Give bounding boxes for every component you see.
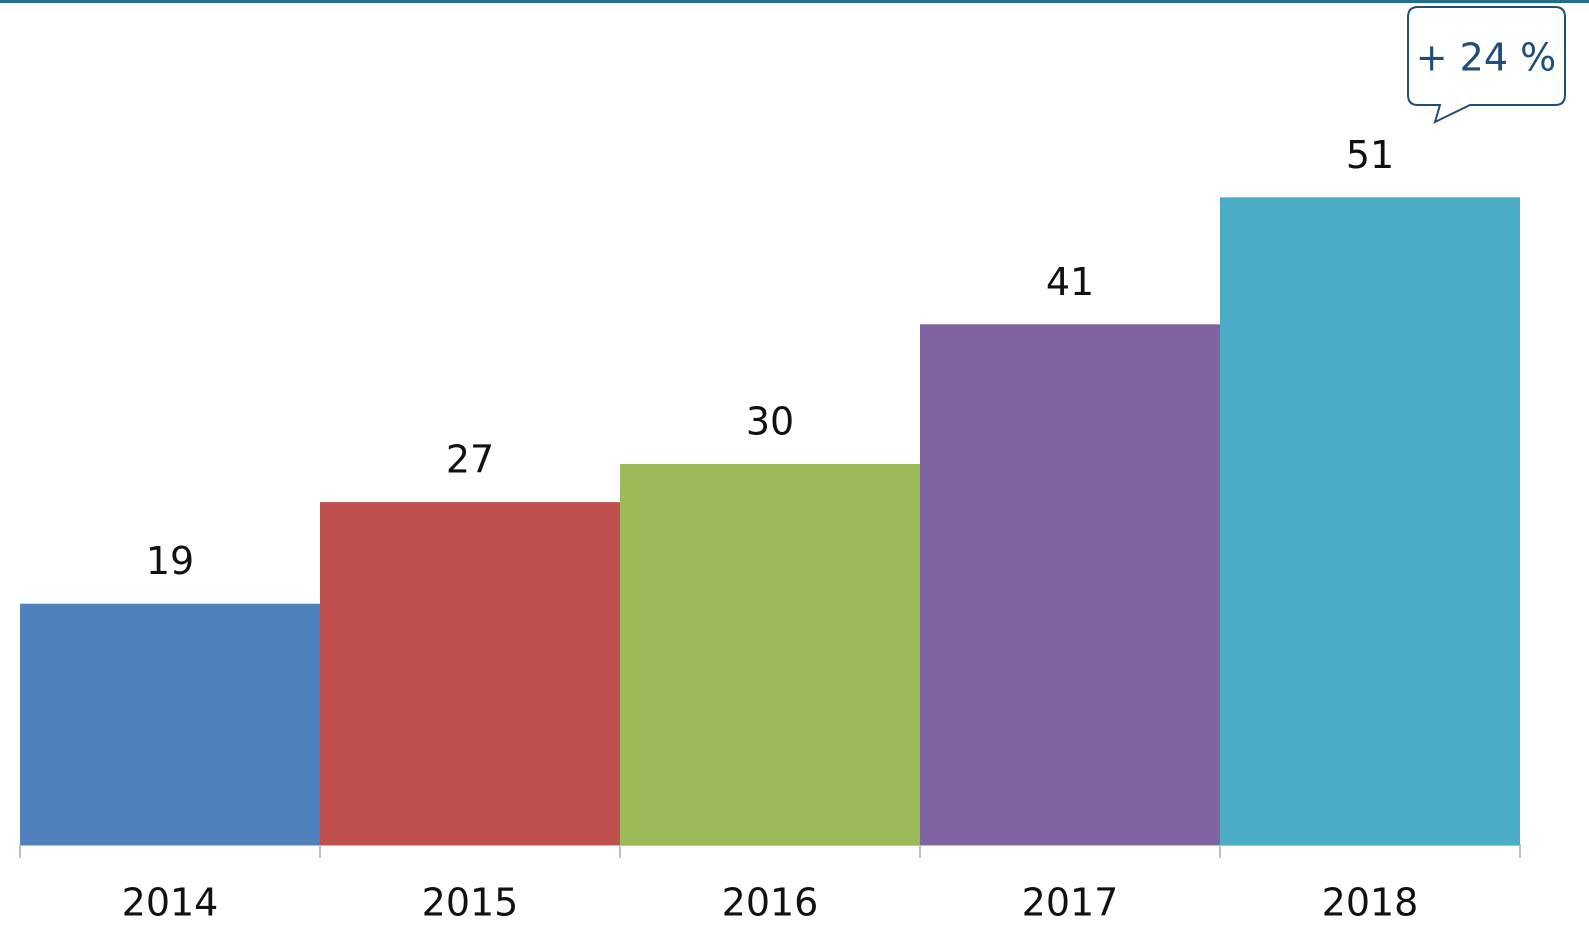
value-label: 41 [1046,260,1094,304]
callout: + 24 % [1407,6,1566,124]
x-tick-label: 2015 [422,881,519,925]
bar [20,603,320,845]
top-border [0,0,1589,3]
callout-box [1407,6,1566,124]
x-tick-label: 2016 [722,881,819,925]
value-label: 51 [1346,133,1394,177]
bar [920,324,1220,845]
value-label: 27 [446,438,494,482]
x-tick-label: 2017 [1022,881,1119,925]
bar [320,502,620,845]
bar [620,464,920,845]
x-tick-label: 2014 [122,881,219,925]
annotation: + 24 % [1416,36,1556,80]
value-label: 19 [146,539,194,583]
x-tick-label: 2018 [1322,881,1419,925]
value-label: 30 [746,400,794,444]
bar [1220,197,1520,846]
